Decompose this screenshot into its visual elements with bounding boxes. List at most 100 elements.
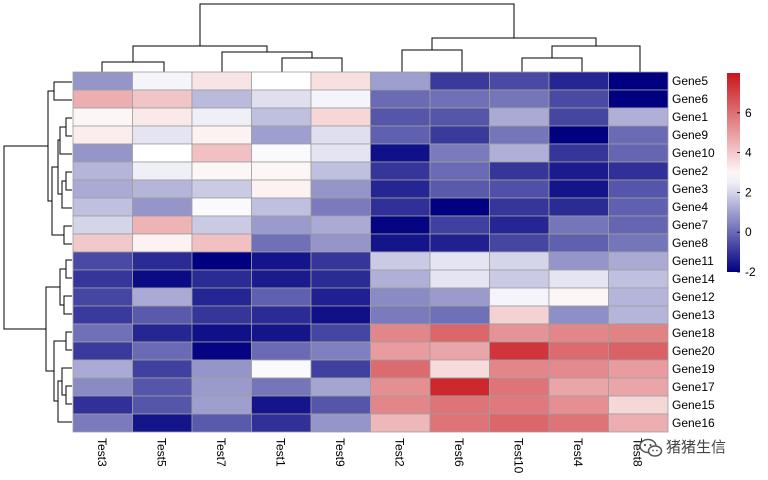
heatmap-cell (608, 287, 669, 307)
heatmap-cell (608, 323, 669, 343)
row-label: Gene4 (672, 200, 708, 214)
heatmap-cell (429, 305, 490, 325)
heatmap-cell (132, 287, 193, 307)
heatmap-cell (72, 215, 133, 235)
row-label: Gene5 (672, 74, 708, 88)
heatmap-cell (310, 251, 371, 271)
heatmap-cell (370, 233, 431, 253)
heatmap-cell (548, 197, 609, 217)
heatmap-cell (251, 413, 312, 433)
heatmap-cell (608, 89, 669, 109)
watermark-text: 猪猪生信 (666, 438, 726, 456)
heatmap-cell (489, 179, 550, 199)
heatmap-cell (608, 143, 669, 163)
heatmap-cell (310, 89, 371, 109)
heatmap-cell (548, 251, 609, 271)
heatmap-cell (310, 71, 371, 91)
heatmap-cell (489, 359, 550, 379)
row-label: Gene3 (672, 182, 708, 196)
row-label: Gene13 (672, 308, 715, 322)
heatmap-cell (251, 125, 312, 145)
heatmap-cell (191, 143, 252, 163)
heatmap-cell (370, 107, 431, 127)
row-label: Gene20 (672, 344, 715, 358)
heatmap-cell (191, 197, 252, 217)
heatmap-cell (608, 233, 669, 253)
heatmap-cell (429, 341, 490, 361)
column-label: Test2 (392, 438, 406, 467)
heatmap-cell (608, 215, 669, 235)
heatmap-cell (370, 377, 431, 397)
heatmap-cell (191, 161, 252, 181)
heatmap-cell (429, 107, 490, 127)
color-legend: 6 4 2 0 -2 (727, 73, 756, 279)
heatmap-cell (608, 161, 669, 181)
heatmap-cell (548, 143, 609, 163)
heatmap-cell (310, 377, 371, 397)
heatmap-cell (310, 413, 371, 433)
heatmap-cell (489, 197, 550, 217)
row-label: Gene1 (672, 110, 708, 124)
heatmap-cell (251, 287, 312, 307)
heatmap-cell (132, 107, 193, 127)
column-label: Test3 (95, 438, 109, 467)
heatmap-cell (251, 161, 312, 181)
heatmap-cell (370, 359, 431, 379)
heatmap-cell (310, 161, 371, 181)
heatmap-cell (370, 287, 431, 307)
heatmap-cell (489, 269, 550, 289)
heatmap-cell (191, 269, 252, 289)
heatmap-cell (429, 71, 490, 91)
heatmap-cell (429, 233, 490, 253)
heatmap-cell (548, 395, 609, 415)
row-dendrogram (3, 81, 72, 423)
heatmap-cell (132, 395, 193, 415)
heatmap-cell (310, 287, 371, 307)
heatmap-cell (132, 179, 193, 199)
heatmap-cell (548, 233, 609, 253)
heatmap-cell (548, 305, 609, 325)
heatmap-cell (132, 89, 193, 109)
heatmap-cell (608, 197, 669, 217)
heatmap-cell (132, 359, 193, 379)
row-label: Gene12 (672, 290, 715, 304)
heatmap-cell (191, 233, 252, 253)
heatmap-cell (310, 233, 371, 253)
heatmap-cell (251, 395, 312, 415)
heatmap-cell (72, 413, 133, 433)
heatmap-cell (191, 323, 252, 343)
heatmap-cell (370, 71, 431, 91)
heatmap-cell (370, 179, 431, 199)
heatmap-cell (608, 305, 669, 325)
heatmap-cell (370, 125, 431, 145)
heatmap-cell (72, 305, 133, 325)
heatmap-cell (132, 125, 193, 145)
heatmap-cell (429, 377, 490, 397)
heatmap-cell (608, 251, 669, 271)
heatmap-cells (72, 71, 669, 433)
heatmap-cell (548, 107, 609, 127)
heatmap-cell (489, 161, 550, 181)
heatmap-cell (548, 413, 609, 433)
heatmap-cell (191, 305, 252, 325)
heatmap-cell (132, 269, 193, 289)
heatmap-cell (72, 179, 133, 199)
heatmap-cell (310, 359, 371, 379)
row-label: Gene18 (672, 326, 715, 340)
heatmap-cell (489, 377, 550, 397)
heatmap-cell (370, 323, 431, 343)
row-label: Gene2 (672, 164, 708, 178)
heatmap-cell (132, 377, 193, 397)
heatmap-cell (132, 341, 193, 361)
column-labels: Test3 Test5 Test7 Test1 Test9 Test2 Test6 Test1… (95, 438, 645, 474)
heatmap-cell (191, 215, 252, 235)
heatmap-cell (608, 107, 669, 127)
heatmap-cell (191, 179, 252, 199)
heatmap-cell (132, 143, 193, 163)
row-label: Gene9 (672, 128, 708, 142)
row-label: Gene14 (672, 272, 715, 286)
heatmap-cell (310, 179, 371, 199)
row-label: Gene17 (672, 380, 715, 394)
heatmap-cell (489, 233, 550, 253)
heatmap-cell (429, 125, 490, 145)
